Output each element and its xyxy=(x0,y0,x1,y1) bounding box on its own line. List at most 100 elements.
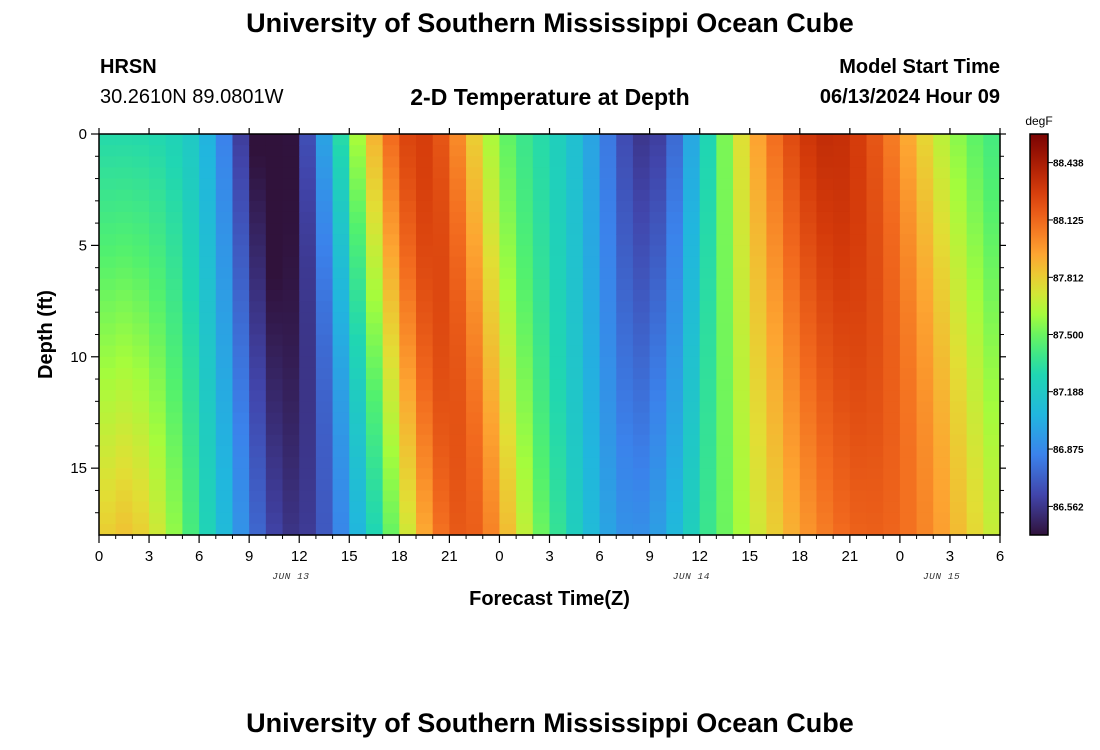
heatmap-cell xyxy=(282,523,300,536)
heatmap-cell xyxy=(516,490,534,503)
heatmap-cell xyxy=(766,479,784,492)
heatmap-cell xyxy=(849,200,868,213)
heatmap-cell xyxy=(132,468,150,480)
heatmap-cell xyxy=(516,356,534,369)
heatmap-cell xyxy=(282,301,300,313)
heatmap-cell xyxy=(749,223,768,235)
heatmap-cell xyxy=(182,134,200,146)
heatmap-cell xyxy=(749,401,768,414)
heatmap-cell xyxy=(199,278,217,291)
heatmap-cell xyxy=(516,390,534,402)
heatmap-cell xyxy=(516,468,534,480)
heatmap-cell xyxy=(365,434,384,447)
heatmap-cell xyxy=(365,134,384,146)
heatmap-cell xyxy=(416,289,434,302)
heatmap-cell xyxy=(632,512,651,525)
heatmap-cell xyxy=(416,189,434,202)
heatmap-cell xyxy=(899,323,918,336)
heatmap-cell xyxy=(716,501,734,514)
heatmap-cell xyxy=(899,390,918,402)
heatmap-cell xyxy=(733,390,751,402)
heatmap-cell xyxy=(399,345,417,358)
heatmap-cell xyxy=(416,156,434,169)
heatmap-cell xyxy=(966,289,984,302)
heatmap-cell xyxy=(99,223,117,235)
heatmap-cell xyxy=(682,445,701,458)
heatmap-cell xyxy=(766,211,784,224)
heatmap-cell xyxy=(816,367,834,380)
heatmap-cell xyxy=(733,468,751,480)
heatmap-cell xyxy=(649,134,667,146)
heatmap-cell xyxy=(232,523,250,536)
heatmap-cell xyxy=(549,301,567,313)
heatmap-cell xyxy=(649,267,667,280)
heatmap-cell xyxy=(399,267,417,280)
heatmap-cell xyxy=(699,512,717,525)
heatmap-cell xyxy=(399,379,417,391)
x-tick-label: 21 xyxy=(841,548,858,565)
heatmap-cell xyxy=(99,379,117,391)
heatmap-cell xyxy=(315,289,334,302)
heatmap-cell xyxy=(466,434,484,447)
heatmap-cell xyxy=(149,390,167,402)
heatmap-cell xyxy=(966,445,984,458)
heatmap-cell xyxy=(666,367,684,380)
heatmap-cell xyxy=(816,390,834,402)
heatmap-cell xyxy=(332,445,350,458)
heatmap-cell xyxy=(783,479,801,492)
heatmap-cell xyxy=(899,379,918,391)
heatmap-cell xyxy=(332,289,350,302)
heatmap-cell xyxy=(349,211,367,224)
heatmap-cell xyxy=(149,178,167,191)
heatmap-cell xyxy=(549,323,567,336)
heatmap-cell xyxy=(733,412,751,425)
heatmap-cell xyxy=(499,256,517,269)
heatmap-cell xyxy=(899,211,918,224)
heatmap-cell xyxy=(949,512,968,525)
heatmap-cell xyxy=(799,479,818,492)
heatmap-cell xyxy=(933,211,951,224)
heatmap-cell xyxy=(866,434,884,447)
heatmap-cell xyxy=(99,178,117,191)
heatmap-cell xyxy=(883,312,901,324)
heatmap-cell xyxy=(632,490,651,503)
heatmap-cell xyxy=(232,479,250,492)
heatmap-cell xyxy=(499,323,517,336)
heatmap-cell xyxy=(632,423,651,436)
heatmap-cell xyxy=(866,479,884,492)
heatmap-cell xyxy=(766,379,784,391)
heatmap-cell xyxy=(466,278,484,291)
heatmap-cell xyxy=(632,345,651,358)
heatmap-cell xyxy=(466,445,484,458)
heatmap-cell xyxy=(883,523,901,536)
heatmap-cell xyxy=(699,379,717,391)
heatmap-cell xyxy=(365,256,384,269)
heatmap-cell xyxy=(599,356,617,369)
heatmap-cell xyxy=(516,434,534,447)
heatmap-cell xyxy=(382,312,400,324)
heatmap-cell xyxy=(349,200,367,213)
heatmap-cell xyxy=(399,301,417,313)
heatmap-cell xyxy=(365,223,384,235)
heatmap-cell xyxy=(566,267,584,280)
heatmap-cell xyxy=(332,390,350,402)
heatmap-cell xyxy=(482,412,501,425)
heatmap-cell xyxy=(165,501,184,514)
heatmap-cell xyxy=(549,356,567,369)
heatmap-cell xyxy=(99,156,117,169)
heatmap-cell xyxy=(199,501,217,514)
heatmap-cell xyxy=(649,434,667,447)
heatmap-cell xyxy=(783,468,801,480)
heatmap-cell xyxy=(516,211,534,224)
heatmap-cell xyxy=(632,334,651,347)
heatmap-cell xyxy=(132,401,150,414)
heatmap-cell xyxy=(282,457,300,469)
heatmap-cell xyxy=(699,312,717,324)
heatmap-cell xyxy=(966,156,984,169)
heatmap-cell xyxy=(916,234,934,246)
heatmap-cell xyxy=(315,323,334,336)
heatmap-cell xyxy=(682,256,701,269)
heatmap-cell xyxy=(733,479,751,492)
heatmap-cell xyxy=(749,189,768,202)
heatmap-cell xyxy=(616,445,634,458)
